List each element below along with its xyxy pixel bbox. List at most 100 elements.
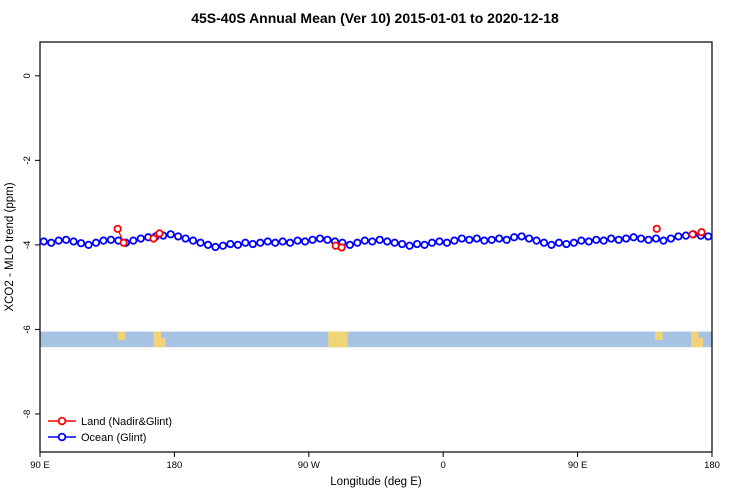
- ocean-point: [256, 238, 265, 247]
- ocean-point: [524, 234, 534, 243]
- y-tick-label: -2: [22, 156, 33, 164]
- land-point: [119, 238, 128, 247]
- ocean-point: [577, 236, 586, 245]
- ocean-point: [390, 238, 399, 247]
- ocean-point: [405, 241, 414, 250]
- ocean-point: [129, 236, 138, 245]
- ocean-point: [629, 233, 638, 242]
- y-tick-label: -8: [22, 410, 33, 418]
- ocean-point: [233, 240, 242, 249]
- x-tick-label: 90 E: [568, 460, 588, 471]
- land-point: [697, 228, 706, 237]
- ocean-point: [353, 238, 362, 247]
- ocean-point: [323, 235, 332, 244]
- ocean-point: [360, 236, 369, 245]
- ocean-point: [308, 235, 317, 244]
- ocean-point: [368, 237, 377, 246]
- ocean-point: [300, 237, 310, 246]
- ocean-point: [286, 238, 295, 247]
- ocean-point: [457, 234, 466, 243]
- map-band-land-patch: [691, 331, 699, 348]
- ocean-point: [54, 236, 63, 245]
- x-tick-label: 90 E: [30, 460, 50, 471]
- ocean-point: [62, 235, 71, 244]
- ocean-point: [166, 230, 175, 239]
- ocean-point: [271, 238, 280, 247]
- map-band-ocean: [40, 331, 712, 348]
- ocean-point: [562, 239, 571, 249]
- ocean-point: [442, 238, 452, 247]
- ocean-point: [607, 234, 616, 243]
- x-tick-label: 0: [441, 460, 446, 471]
- y-tick-label: 0: [22, 73, 33, 78]
- ocean-point: [203, 240, 213, 249]
- ocean-point: [39, 237, 48, 246]
- ocean-point: [569, 238, 578, 247]
- legend-land-marker-icon: [57, 416, 67, 426]
- ocean-point: [226, 239, 235, 249]
- ocean-point: [136, 234, 145, 243]
- map-band-land-patch: [153, 331, 161, 348]
- ocean-point: [106, 235, 116, 244]
- ocean-point: [547, 240, 556, 249]
- ocean-point: [315, 234, 325, 243]
- ocean-point: [84, 240, 93, 249]
- land-point: [155, 229, 164, 238]
- ocean-point: [196, 238, 205, 247]
- land-point: [652, 224, 661, 233]
- ocean-point: [614, 235, 623, 244]
- ocean-point: [218, 241, 228, 250]
- legend-ocean-label: Ocean (Glint): [81, 432, 146, 444]
- map-band-land-patch: [160, 337, 166, 348]
- x-axis-label: Longitude (deg E): [330, 476, 422, 488]
- ocean-point: [554, 238, 564, 247]
- ocean-point: [659, 236, 668, 245]
- ocean-point: [502, 235, 511, 244]
- ocean-point: [644, 235, 653, 244]
- plot-border: [39, 41, 713, 453]
- ocean-point: [584, 237, 593, 246]
- ocean-point: [91, 238, 101, 247]
- land-point: [113, 224, 122, 233]
- data-series: [39, 224, 713, 252]
- map-band-land-patch: [698, 337, 704, 348]
- ocean-point: [592, 235, 601, 244]
- land-point: [688, 230, 697, 239]
- ocean-point: [248, 239, 257, 249]
- ocean-point: [510, 233, 519, 242]
- ocean-point: [174, 232, 183, 241]
- ocean-point: [345, 240, 354, 249]
- latitude-map-band: [40, 331, 712, 348]
- ocean-point: [278, 237, 287, 246]
- ocean-point: [420, 240, 429, 249]
- ocean-point: [375, 235, 384, 244]
- ocean-point: [674, 232, 683, 241]
- ocean-point: [241, 238, 250, 247]
- ocean-point: [398, 239, 407, 249]
- ocean-point: [263, 237, 272, 246]
- ocean-point: [517, 232, 526, 241]
- ocean-point: [69, 237, 78, 246]
- ocean-point: [99, 236, 108, 245]
- ocean-point: [188, 236, 198, 245]
- y-tick-label: -6: [22, 325, 33, 333]
- ocean-point: [383, 237, 392, 246]
- map-band-land-patch: [328, 331, 348, 348]
- map-band-land-patch: [655, 331, 663, 341]
- ocean-point: [412, 239, 422, 249]
- ocean-point: [211, 242, 220, 252]
- ocean-point: [539, 238, 549, 247]
- legend-ocean-marker-icon: [57, 432, 67, 442]
- ocean-point: [622, 234, 631, 243]
- ocean-point: [666, 234, 676, 243]
- ocean-point: [435, 237, 444, 246]
- ocean-point: [427, 238, 437, 247]
- legend: Land (Nadir&Glint) Ocean (Glint): [48, 416, 172, 444]
- ocean-point: [181, 234, 190, 243]
- ocean-point: [651, 234, 661, 243]
- y-tick-label: -4: [22, 241, 33, 249]
- ocean-point: [450, 236, 459, 245]
- land-point: [149, 234, 158, 243]
